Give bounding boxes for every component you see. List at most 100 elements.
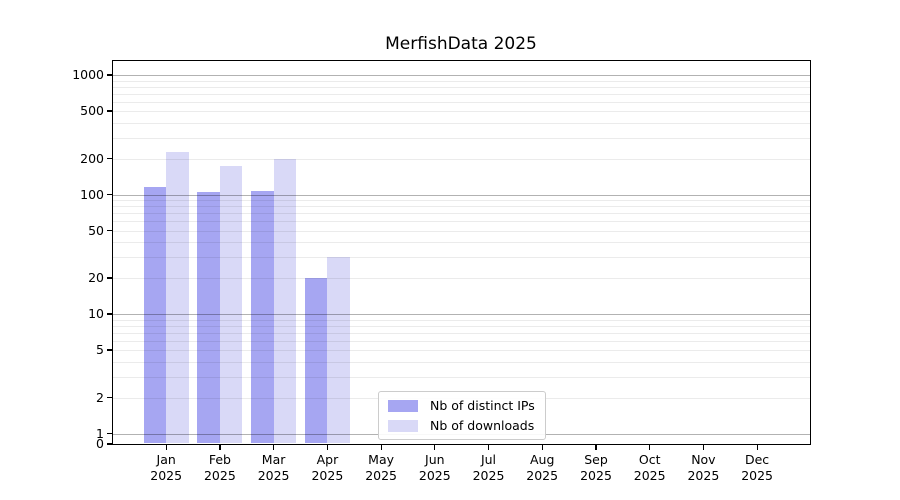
- x-tick-month: Feb: [208, 452, 231, 467]
- y-gridline-minor: [113, 101, 810, 103]
- y-gridline-minor: [113, 376, 810, 378]
- bar-feb-distinct-ips: [197, 192, 220, 443]
- y-gridline-minor: [113, 278, 810, 279]
- y-tick-mark: [107, 157, 112, 160]
- bar-mar-downloads: [273, 158, 297, 443]
- y-gridline-minor: [113, 230, 810, 232]
- x-tick-month: Oct: [638, 452, 661, 467]
- x-tick-label: Aug 2025: [510, 452, 574, 484]
- y-gridline-minor: [113, 213, 810, 214]
- y-gridline-minor: [113, 325, 810, 327]
- y-gridline-minor: [113, 86, 810, 88]
- y-gridline-minor: [113, 361, 810, 363]
- y-gridline-minor: [113, 319, 810, 321]
- legend-swatch-distinct-ips: [388, 399, 418, 412]
- chart-title: MerfishData 2025: [385, 34, 537, 54]
- x-tick-label: Jun 2025: [403, 452, 467, 484]
- y-gridline-minor: [113, 257, 810, 258]
- x-tick-mark: [649, 445, 651, 450]
- x-tick-year: 2025: [150, 468, 183, 483]
- bar-apr-downloads: [327, 257, 350, 443]
- y-tick-label: 1000: [72, 67, 104, 82]
- x-tick-month: Jan: [156, 452, 176, 467]
- y-tick-mark: [107, 193, 112, 196]
- x-tick-year: 2025: [418, 468, 451, 483]
- y-gridline-minor: [113, 93, 810, 95]
- y-tick-label: 100: [80, 186, 104, 202]
- x-tick-label: Jul 2025: [457, 452, 521, 484]
- y-tick-label: 0: [96, 436, 104, 451]
- y-tick-mark: [107, 313, 112, 315]
- y-tick-mark: [107, 432, 112, 435]
- x-tick-mark: [380, 445, 382, 450]
- y-gridline-minor: [113, 242, 810, 244]
- y-gridline-major: [113, 314, 810, 315]
- legend-item: Nb of distinct IPs: [388, 398, 535, 413]
- x-tick-mark: [219, 445, 221, 450]
- y-tick-mark: [107, 277, 112, 279]
- x-tick-mark: [756, 445, 758, 450]
- bar-feb-downloads: [219, 165, 243, 443]
- x-tick-month: Jun: [425, 452, 445, 467]
- x-tick-mark: [595, 445, 597, 450]
- x-tick-year: 2025: [203, 468, 236, 483]
- x-tick-year: 2025: [257, 468, 290, 483]
- x-tick-label: Feb 2025: [188, 452, 252, 484]
- legend-label: Nb of distinct IPs: [430, 398, 535, 413]
- x-tick-label: Apr 2025: [295, 452, 359, 484]
- y-gridline-minor: [113, 332, 810, 334]
- x-tick-year: 2025: [687, 468, 720, 483]
- x-tick-label: May 2025: [349, 452, 413, 484]
- x-tick-mark: [326, 445, 329, 450]
- y-tick-label: 1: [96, 425, 104, 441]
- x-tick-mark: [273, 445, 275, 450]
- y-tick-label: 10: [88, 306, 104, 321]
- x-tick-month: Aug: [529, 452, 555, 467]
- y-tick-label: 20: [88, 270, 104, 285]
- y-gridline-minor: [113, 158, 810, 160]
- y-tick-label: 50: [88, 222, 104, 238]
- bar-mar-distinct-ips: [251, 191, 274, 443]
- x-tick-month: Dec: [744, 452, 770, 467]
- x-tick-label: Dec 2025: [725, 452, 789, 484]
- x-tick-label: Sep 2025: [564, 452, 628, 484]
- bar-apr-distinct-ips: [304, 278, 328, 443]
- legend-item: Nb of downloads: [388, 418, 535, 433]
- x-tick-month: Mar: [261, 452, 286, 467]
- y-gridline-minor: [113, 80, 810, 82]
- x-tick-month: May: [368, 452, 395, 467]
- y-gridline-minor: [113, 137, 810, 139]
- y-tick-mark: [107, 443, 112, 445]
- y-gridline-minor: [113, 350, 810, 351]
- x-tick-mark: [541, 445, 543, 450]
- x-tick-mark: [487, 445, 490, 450]
- x-tick-year: 2025: [472, 468, 505, 483]
- x-tick-label: Oct 2025: [618, 452, 682, 484]
- x-tick-month: Nov: [691, 452, 716, 467]
- y-tick-mark: [107, 229, 112, 232]
- y-tick-mark: [107, 396, 112, 399]
- x-tick-year: 2025: [580, 468, 612, 483]
- legend: Nb of distinct IPs Nb of downloads: [378, 391, 546, 440]
- y-tick-label: 500: [80, 103, 104, 118]
- x-tick-mark: [702, 445, 705, 450]
- y-gridline-minor: [113, 111, 810, 112]
- y-gridline-minor: [113, 200, 810, 201]
- y-tick-label: 2: [96, 389, 104, 405]
- x-tick-year: 2025: [526, 468, 559, 483]
- y-tick-mark: [107, 74, 112, 76]
- y-tick-label: 200: [80, 150, 104, 166]
- x-tick-mark: [165, 445, 167, 450]
- y-gridline-minor: [113, 206, 810, 208]
- x-tick-year: 2025: [311, 468, 344, 483]
- x-tick-year: 2025: [741, 468, 773, 483]
- y-gridline-minor: [113, 221, 810, 222]
- y-gridline-major: [113, 75, 810, 76]
- y-gridline-minor: [113, 122, 810, 124]
- x-tick-label: Nov 2025: [671, 452, 735, 484]
- legend-label: Nb of downloads: [430, 418, 535, 433]
- y-gridline-minor: [113, 340, 810, 342]
- x-tick-label: Mar 2025: [242, 452, 306, 484]
- y-gridline-major: [113, 194, 810, 196]
